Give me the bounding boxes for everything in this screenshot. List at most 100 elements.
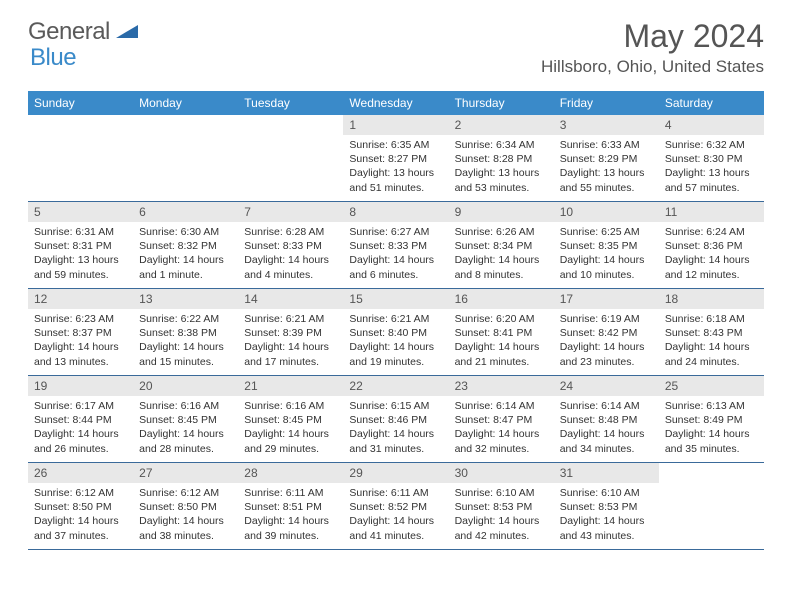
day-details: Sunrise: 6:10 AMSunset: 8:53 PMDaylight:… <box>449 483 554 548</box>
day-details: Sunrise: 6:23 AMSunset: 8:37 PMDaylight:… <box>28 309 133 374</box>
calendar-cell: 21Sunrise: 6:16 AMSunset: 8:45 PMDayligh… <box>238 376 343 462</box>
day-number: 4 <box>659 115 764 135</box>
week-row: 1Sunrise: 6:35 AMSunset: 8:27 PMDaylight… <box>28 115 764 202</box>
day-details: Sunrise: 6:25 AMSunset: 8:35 PMDaylight:… <box>554 222 659 287</box>
day-number: 30 <box>449 463 554 483</box>
day-details: Sunrise: 6:14 AMSunset: 8:47 PMDaylight:… <box>449 396 554 461</box>
calendar-cell: 1Sunrise: 6:35 AMSunset: 8:27 PMDaylight… <box>343 115 448 201</box>
calendar-cell: 18Sunrise: 6:18 AMSunset: 8:43 PMDayligh… <box>659 289 764 375</box>
calendar-cell: 17Sunrise: 6:19 AMSunset: 8:42 PMDayligh… <box>554 289 659 375</box>
week-row: 26Sunrise: 6:12 AMSunset: 8:50 PMDayligh… <box>28 463 764 550</box>
calendar-cell: 16Sunrise: 6:20 AMSunset: 8:41 PMDayligh… <box>449 289 554 375</box>
day-details: Sunrise: 6:24 AMSunset: 8:36 PMDaylight:… <box>659 222 764 287</box>
day-header-cell: Monday <box>133 91 238 115</box>
day-number: 22 <box>343 376 448 396</box>
calendar-cell: 9Sunrise: 6:26 AMSunset: 8:34 PMDaylight… <box>449 202 554 288</box>
day-details: Sunrise: 6:10 AMSunset: 8:53 PMDaylight:… <box>554 483 659 548</box>
day-details: Sunrise: 6:18 AMSunset: 8:43 PMDaylight:… <box>659 309 764 374</box>
day-number: 29 <box>343 463 448 483</box>
calendar: SundayMondayTuesdayWednesdayThursdayFrid… <box>28 91 764 550</box>
day-number: 17 <box>554 289 659 309</box>
day-number: 9 <box>449 202 554 222</box>
day-details: Sunrise: 6:16 AMSunset: 8:45 PMDaylight:… <box>238 396 343 461</box>
day-number: 3 <box>554 115 659 135</box>
calendar-cell: 24Sunrise: 6:14 AMSunset: 8:48 PMDayligh… <box>554 376 659 462</box>
day-details: Sunrise: 6:12 AMSunset: 8:50 PMDaylight:… <box>133 483 238 548</box>
day-details: Sunrise: 6:20 AMSunset: 8:41 PMDaylight:… <box>449 309 554 374</box>
calendar-cell: 14Sunrise: 6:21 AMSunset: 8:39 PMDayligh… <box>238 289 343 375</box>
day-number: 5 <box>28 202 133 222</box>
day-details: Sunrise: 6:13 AMSunset: 8:49 PMDaylight:… <box>659 396 764 461</box>
calendar-cell: 26Sunrise: 6:12 AMSunset: 8:50 PMDayligh… <box>28 463 133 549</box>
day-number: 10 <box>554 202 659 222</box>
calendar-cell: 6Sunrise: 6:30 AMSunset: 8:32 PMDaylight… <box>133 202 238 288</box>
day-details: Sunrise: 6:21 AMSunset: 8:39 PMDaylight:… <box>238 309 343 374</box>
title-block: May 2024 Hillsboro, Ohio, United States <box>541 18 764 77</box>
calendar-cell: 23Sunrise: 6:14 AMSunset: 8:47 PMDayligh… <box>449 376 554 462</box>
header: General May 2024 Hillsboro, Ohio, United… <box>0 0 792 77</box>
calendar-cell: 29Sunrise: 6:11 AMSunset: 8:52 PMDayligh… <box>343 463 448 549</box>
day-details: Sunrise: 6:15 AMSunset: 8:46 PMDaylight:… <box>343 396 448 461</box>
calendar-cell <box>133 115 238 201</box>
day-details: Sunrise: 6:17 AMSunset: 8:44 PMDaylight:… <box>28 396 133 461</box>
calendar-cell: 28Sunrise: 6:11 AMSunset: 8:51 PMDayligh… <box>238 463 343 549</box>
day-details: Sunrise: 6:16 AMSunset: 8:45 PMDaylight:… <box>133 396 238 461</box>
day-number: 28 <box>238 463 343 483</box>
calendar-cell: 13Sunrise: 6:22 AMSunset: 8:38 PMDayligh… <box>133 289 238 375</box>
calendar-cell: 3Sunrise: 6:33 AMSunset: 8:29 PMDaylight… <box>554 115 659 201</box>
day-number: 23 <box>449 376 554 396</box>
day-header-cell: Tuesday <box>238 91 343 115</box>
day-number: 25 <box>659 376 764 396</box>
day-number: 7 <box>238 202 343 222</box>
day-number: 21 <box>238 376 343 396</box>
day-details: Sunrise: 6:21 AMSunset: 8:40 PMDaylight:… <box>343 309 448 374</box>
week-row: 5Sunrise: 6:31 AMSunset: 8:31 PMDaylight… <box>28 202 764 289</box>
week-row: 19Sunrise: 6:17 AMSunset: 8:44 PMDayligh… <box>28 376 764 463</box>
calendar-cell: 20Sunrise: 6:16 AMSunset: 8:45 PMDayligh… <box>133 376 238 462</box>
day-number: 11 <box>659 202 764 222</box>
day-details: Sunrise: 6:14 AMSunset: 8:48 PMDaylight:… <box>554 396 659 461</box>
day-header-row: SundayMondayTuesdayWednesdayThursdayFrid… <box>28 91 764 115</box>
day-details: Sunrise: 6:31 AMSunset: 8:31 PMDaylight:… <box>28 222 133 287</box>
month-title: May 2024 <box>541 18 764 55</box>
day-number: 15 <box>343 289 448 309</box>
day-header-cell: Wednesday <box>343 91 448 115</box>
calendar-cell: 7Sunrise: 6:28 AMSunset: 8:33 PMDaylight… <box>238 202 343 288</box>
location: Hillsboro, Ohio, United States <box>541 57 764 77</box>
day-number: 24 <box>554 376 659 396</box>
calendar-cell: 19Sunrise: 6:17 AMSunset: 8:44 PMDayligh… <box>28 376 133 462</box>
calendar-cell: 30Sunrise: 6:10 AMSunset: 8:53 PMDayligh… <box>449 463 554 549</box>
day-details: Sunrise: 6:27 AMSunset: 8:33 PMDaylight:… <box>343 222 448 287</box>
calendar-cell: 2Sunrise: 6:34 AMSunset: 8:28 PMDaylight… <box>449 115 554 201</box>
day-number: 16 <box>449 289 554 309</box>
logo-text-blue: Blue <box>30 44 76 71</box>
day-details: Sunrise: 6:35 AMSunset: 8:27 PMDaylight:… <box>343 135 448 200</box>
calendar-cell <box>659 463 764 549</box>
day-number: 13 <box>133 289 238 309</box>
day-details: Sunrise: 6:26 AMSunset: 8:34 PMDaylight:… <box>449 222 554 287</box>
day-number: 2 <box>449 115 554 135</box>
day-number: 18 <box>659 289 764 309</box>
day-header-cell: Friday <box>554 91 659 115</box>
day-header-cell: Saturday <box>659 91 764 115</box>
day-number: 27 <box>133 463 238 483</box>
day-details: Sunrise: 6:33 AMSunset: 8:29 PMDaylight:… <box>554 135 659 200</box>
weeks-grid: 1Sunrise: 6:35 AMSunset: 8:27 PMDaylight… <box>28 115 764 550</box>
day-number: 8 <box>343 202 448 222</box>
calendar-cell: 15Sunrise: 6:21 AMSunset: 8:40 PMDayligh… <box>343 289 448 375</box>
day-details: Sunrise: 6:28 AMSunset: 8:33 PMDaylight:… <box>238 222 343 287</box>
calendar-cell <box>238 115 343 201</box>
day-number: 31 <box>554 463 659 483</box>
day-number <box>659 463 764 483</box>
day-details: Sunrise: 6:32 AMSunset: 8:30 PMDaylight:… <box>659 135 764 200</box>
logo: General <box>28 18 140 46</box>
day-number: 12 <box>28 289 133 309</box>
logo-text-general: General <box>28 18 110 46</box>
calendar-cell <box>28 115 133 201</box>
day-details: Sunrise: 6:19 AMSunset: 8:42 PMDaylight:… <box>554 309 659 374</box>
calendar-cell: 31Sunrise: 6:10 AMSunset: 8:53 PMDayligh… <box>554 463 659 549</box>
calendar-cell: 22Sunrise: 6:15 AMSunset: 8:46 PMDayligh… <box>343 376 448 462</box>
day-details: Sunrise: 6:22 AMSunset: 8:38 PMDaylight:… <box>133 309 238 374</box>
day-number <box>28 115 133 135</box>
day-number <box>133 115 238 135</box>
